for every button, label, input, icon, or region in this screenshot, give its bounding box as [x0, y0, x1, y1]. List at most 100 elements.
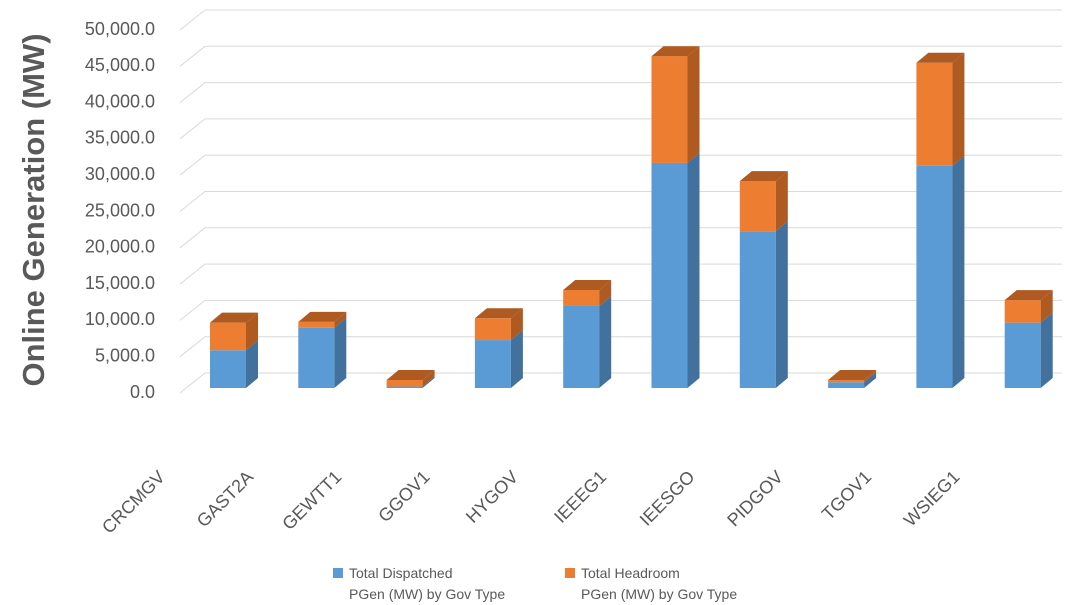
bar-segment [651, 46, 700, 163]
y-tick-label: 15,000.0 [85, 273, 155, 293]
x-tick-label: CRCMGV [98, 467, 169, 538]
bar-front [563, 289, 600, 306]
bar-segment [1004, 290, 1053, 323]
bar-top [474, 308, 523, 319]
bar-segment [916, 155, 965, 388]
bar-side [864, 372, 877, 388]
bar-front [651, 56, 688, 163]
y-tick-label: 0.0 [130, 382, 155, 402]
x-tick-label: IEESGO [636, 467, 699, 530]
bar-front [739, 231, 776, 388]
bar-side [864, 370, 877, 383]
bar-segment [298, 311, 347, 328]
bar-side [775, 221, 788, 388]
bar-front [474, 318, 511, 341]
bar-segment [386, 370, 435, 387]
bar-front [916, 165, 953, 388]
legend-swatch [333, 568, 343, 578]
bar-front [651, 162, 688, 388]
bar-segment [210, 312, 258, 351]
bar-side [687, 46, 700, 163]
bar-front [210, 322, 246, 351]
bar-top [916, 52, 965, 63]
legend-item: Total Headroom PGen (MW) by Gov Type [565, 563, 737, 605]
bar-side [687, 152, 700, 388]
bar-segment [828, 372, 877, 388]
bar-front [916, 62, 953, 166]
bar-segment [1004, 312, 1053, 388]
legend-label: Total Headroom PGen (MW) by Gov Type [581, 565, 738, 602]
bar-segment [828, 370, 877, 383]
y-tick-label: 20,000.0 [85, 237, 155, 257]
bar-top [739, 171, 788, 182]
bar-top [1004, 290, 1053, 301]
bar-segment [916, 52, 965, 166]
bar-side [775, 171, 788, 232]
bar-side [952, 52, 965, 166]
y-tick-label: 40,000.0 [85, 91, 155, 111]
bar-segment [474, 330, 523, 388]
grid-line [179, 9, 1062, 31]
bar-side [599, 295, 612, 388]
bar-side [1040, 290, 1053, 323]
bar-top [298, 311, 347, 322]
legend-label: Total Dispatched PGen (MW) by Gov Type [349, 565, 506, 602]
bar-front [474, 340, 511, 388]
bar-front [828, 382, 865, 388]
bar-side [510, 330, 523, 388]
grid-line [179, 154, 1062, 176]
bar-front [210, 350, 246, 388]
bar-side [246, 312, 258, 351]
bar-side [599, 279, 612, 306]
y-tick-label: 5,000.0 [95, 345, 155, 365]
x-tick-label: GAST2A [193, 467, 257, 531]
bar-side [422, 376, 435, 388]
bar-front [1004, 300, 1041, 323]
y-tick-label: 45,000.0 [85, 55, 155, 75]
bar-front [739, 181, 776, 232]
legend-item: Total Dispatched PGen (MW) by Gov Type [333, 563, 505, 605]
x-tick-label: IEEEG1 [550, 467, 610, 527]
grid-line [179, 118, 1062, 140]
y-axis-title: Online Generation (MW) [16, 33, 51, 386]
bar-segment [739, 171, 788, 232]
bar-side [952, 155, 965, 388]
bar-side [334, 317, 347, 388]
x-tick-label: GGOV1 [374, 467, 433, 526]
bar-side [1040, 312, 1053, 388]
x-tick-label: PIDGOV [723, 467, 787, 531]
grid-line [179, 82, 1062, 103]
bar-side [510, 308, 523, 341]
bar-top [210, 312, 258, 323]
bar-front [828, 380, 865, 383]
grid-line [179, 45, 1062, 67]
bar-front [386, 380, 423, 387]
y-tick-label: 25,000.0 [85, 200, 155, 220]
x-tick-label: WSIEG1 [900, 467, 964, 531]
y-tick-label: 10,000.0 [85, 309, 155, 329]
bar-front [563, 305, 600, 388]
bar-front [386, 386, 423, 388]
bar-front [298, 321, 335, 328]
bar-segment [563, 295, 612, 388]
bar-top [386, 370, 435, 381]
bar-segment [563, 279, 612, 306]
x-tick-label: GEWTT1 [278, 467, 345, 534]
bar-top [563, 279, 612, 290]
bar-side [422, 370, 435, 387]
bar-top [651, 46, 700, 57]
bar-segment [298, 317, 347, 388]
bar-side [334, 311, 347, 328]
bar-side [246, 340, 258, 388]
bar-segment [651, 152, 700, 388]
bar-front [298, 327, 335, 388]
bar-front [1004, 322, 1041, 388]
bar-segment [739, 221, 788, 388]
bar-segment [474, 308, 523, 341]
y-tick-label: 30,000.0 [85, 164, 155, 184]
legend-swatch [565, 568, 575, 578]
y-tick-label: 35,000.0 [85, 128, 155, 148]
bar-top [828, 370, 877, 381]
